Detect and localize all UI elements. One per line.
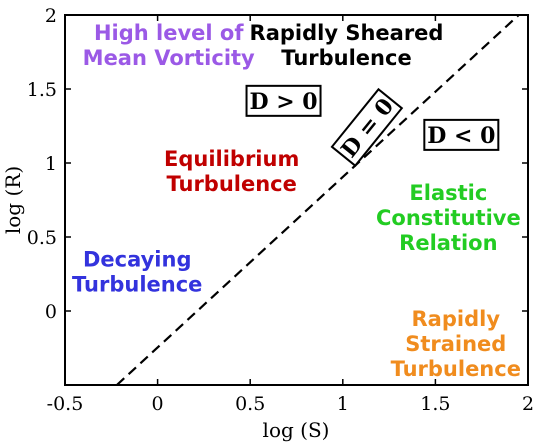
region-label-line: Elastic (409, 181, 487, 205)
x-tick-label: 1.5 (420, 393, 450, 415)
plot-frame (64, 14, 529, 386)
region-label: Decaying Turbulence (72, 248, 202, 297)
region-label: Rapidly Strained Turbulence (391, 307, 521, 381)
region-label-line: Relation (399, 231, 497, 255)
x-axis-title: log (S) (263, 418, 330, 442)
y-tick-label: 0 (45, 301, 57, 323)
region-label-line: Turbulence (166, 172, 296, 196)
region-label-line: High level of (94, 21, 244, 45)
boxed-label: D = 0 (330, 87, 404, 168)
boxed-label: D > 0 (245, 84, 322, 117)
boxed-label-frame (423, 118, 500, 151)
boxed-label-text: D < 0 (427, 123, 495, 149)
region-label: Equilibrium Turbulence (164, 147, 299, 196)
x-tick-label: 0 (152, 393, 164, 415)
y-tick-label: 1.5 (27, 79, 57, 101)
x-tick-label: 1 (337, 393, 349, 415)
x-tick-label: 2 (522, 393, 534, 415)
x-tick-label: 0.5 (235, 393, 265, 415)
y-tick-label: 0.5 (27, 227, 57, 249)
region-label-line: Equilibrium (164, 147, 299, 171)
x-tick-label: -0.5 (47, 393, 84, 415)
region-label-line: Turbulence (391, 357, 521, 381)
boxed-label: D < 0 (423, 118, 500, 151)
boundary-line-d-equals-zero (116, 14, 520, 386)
region-label-line: Rapidly Sheared (250, 21, 444, 45)
region-label: Rapidly Sheared Turbulence (250, 21, 444, 70)
boxed-label-text: D > 0 (249, 89, 317, 115)
y-axis-title: log (R) (1, 166, 25, 234)
region-label-line: Decaying (83, 248, 192, 272)
boxed-label-frame (245, 84, 322, 117)
plot-layer: -0.5 0 0.5 1 1.5 2 0 0.5 1 1.5 2 High level of Mean … (27, 5, 534, 415)
region-label-line: Strained (405, 332, 506, 356)
region-label: Elastic Constitutive Relation (376, 181, 521, 255)
region-label-line: Constitutive (376, 206, 521, 230)
region-label-line: Turbulence (72, 273, 202, 297)
region-label-line: Mean Vorticity (83, 46, 255, 70)
y-tick-label: 1 (45, 153, 57, 175)
y-tick-label: 2 (45, 5, 57, 27)
region-label-line: Turbulence (281, 46, 411, 70)
region-label: High level of Mean Vorticity (83, 21, 255, 70)
boxed-label-frame (330, 87, 404, 168)
region-label-line: Rapidly (412, 307, 501, 331)
